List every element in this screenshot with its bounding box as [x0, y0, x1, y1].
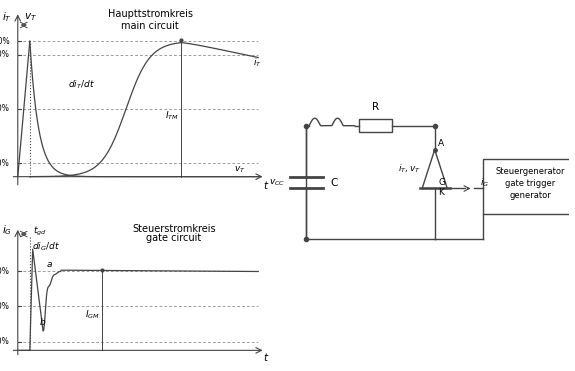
Bar — [359, 119, 392, 132]
Text: $t$: $t$ — [263, 179, 270, 191]
Text: R: R — [372, 102, 379, 112]
Text: $i_G$: $i_G$ — [2, 224, 12, 237]
Text: A: A — [438, 139, 444, 148]
Text: a: a — [46, 260, 52, 269]
Text: C: C — [330, 177, 338, 187]
Text: K: K — [438, 188, 444, 197]
Text: $di_G/dt$: $di_G/dt$ — [32, 240, 60, 253]
Text: $t$: $t$ — [263, 351, 270, 364]
Text: Haupttstromkreis: Haupttstromkreis — [108, 9, 193, 19]
Text: $t_{gd}$: $t_{gd}$ — [33, 225, 47, 238]
Text: $v_{CC}$: $v_{CC}$ — [269, 177, 285, 188]
Text: b: b — [40, 318, 46, 327]
Text: $v_T$: $v_T$ — [25, 11, 37, 23]
Text: $I_{TM}$: $I_{TM}$ — [165, 109, 179, 122]
Text: $i_G$: $i_G$ — [480, 177, 489, 189]
Text: Steuergenerator
gate trigger
generator: Steuergenerator gate trigger generator — [496, 167, 565, 200]
Text: $i_T$: $i_T$ — [2, 10, 12, 24]
Text: $i_T, v_T$: $i_T, v_T$ — [398, 163, 421, 175]
Text: 90%: 90% — [0, 50, 9, 59]
Text: $v_T$: $v_T$ — [234, 165, 246, 175]
Text: $I_{GM}$: $I_{GM}$ — [85, 309, 99, 321]
Text: 10%: 10% — [0, 159, 9, 168]
Text: Steuerstromkreis: Steuerstromkreis — [132, 224, 216, 234]
Text: G: G — [438, 178, 445, 187]
Text: main circuit: main circuit — [121, 22, 179, 32]
Text: gate circuit: gate circuit — [147, 233, 202, 243]
Text: $di_T/dt$: $di_T/dt$ — [68, 78, 95, 91]
Text: 100%: 100% — [0, 37, 9, 46]
Text: 50%: 50% — [0, 105, 9, 114]
Text: 10%: 10% — [0, 337, 9, 346]
Text: 50%: 50% — [0, 302, 9, 311]
Bar — [482, 158, 575, 214]
Text: $i_T$: $i_T$ — [254, 57, 262, 69]
Text: 90%: 90% — [0, 266, 9, 276]
